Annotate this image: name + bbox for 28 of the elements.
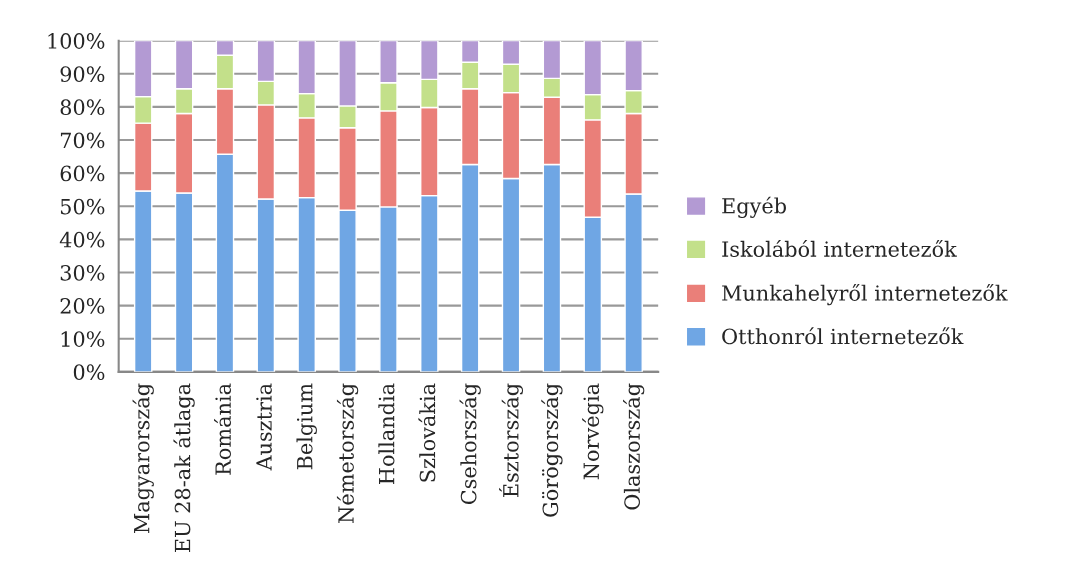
x-tick-label: Csehország xyxy=(459,383,481,505)
x-tick-label: Ausztria xyxy=(256,383,272,471)
legend-label: Munkahelyről internetezők xyxy=(722,283,1008,306)
y-tick-label: 100% xyxy=(48,33,105,49)
legend-label: Egyéb xyxy=(722,196,786,218)
y-tick-label: 30% xyxy=(60,264,105,281)
y-tick-label: 10% xyxy=(61,331,105,347)
x-tick-label: Belgium xyxy=(296,383,317,470)
y-tick-label: 80% xyxy=(60,99,105,116)
y-tick-label: 70% xyxy=(60,132,105,149)
x-tick-label: Románia xyxy=(214,383,231,475)
x-tick-label: Norvégia xyxy=(582,383,604,480)
x-tick-label: Németország xyxy=(336,383,359,523)
x-tick-label: Görögország xyxy=(541,383,563,517)
y-tick-label: 40% xyxy=(59,231,105,248)
y-tick-label: 20% xyxy=(60,298,105,314)
x-tick-label: Olaszország xyxy=(623,383,645,510)
x-tick-label: Szlovákia xyxy=(418,383,436,482)
x-tick-label: Magyarország xyxy=(132,383,154,534)
legend-label: Otthonról internetezők xyxy=(722,327,964,345)
x-tick-label: Hollandia xyxy=(378,383,395,485)
y-tick-label: 50% xyxy=(60,198,105,215)
x-tick-label: Észtország xyxy=(499,383,524,497)
x-tick-label: EU 28-ak átlaga xyxy=(173,383,195,553)
y-tick-label: 90% xyxy=(60,66,105,82)
y-tick-label: 60% xyxy=(60,165,105,182)
y-tick-label: 0% xyxy=(73,364,105,381)
legend-label: Iskolából internetezők xyxy=(722,240,957,257)
